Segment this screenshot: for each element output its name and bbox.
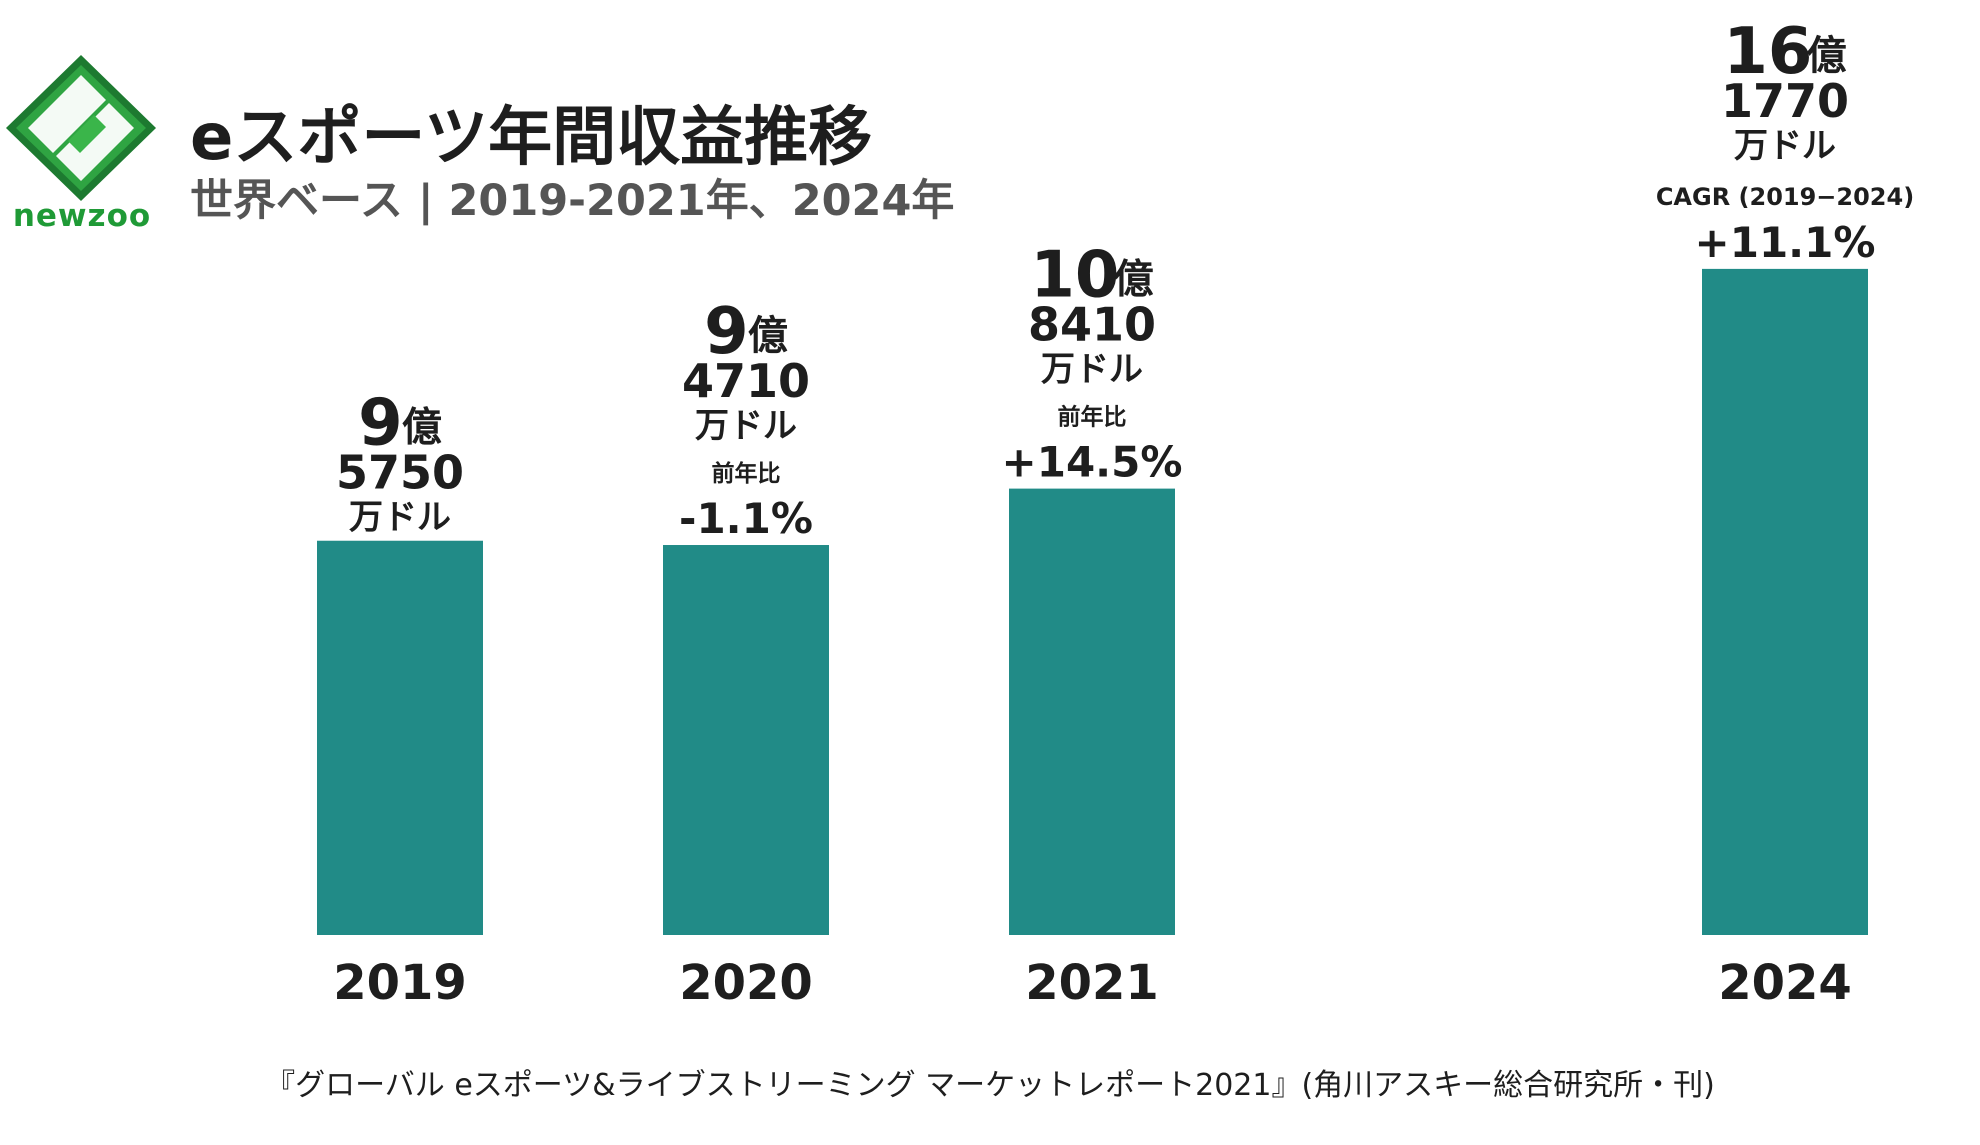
value-man-2024: 1770 (1721, 74, 1849, 128)
bar-2021 (1009, 488, 1175, 935)
value-main-2020: 9 (704, 295, 749, 369)
value-oku-2020: 億 (748, 313, 788, 359)
chart-title: eスポーツ年間収益推移 (190, 101, 873, 175)
newzoo-logo-icon (6, 55, 156, 201)
value-man-2021: 8410 (1028, 298, 1156, 352)
logo-wordmark: newzoo (12, 198, 152, 234)
change-value-2020: -1.1% (679, 494, 813, 543)
value-main-2024: 16 (1723, 15, 1812, 89)
x-tick-label-2020: 2020 (679, 955, 813, 1011)
value-man-2019: 5750 (336, 446, 464, 500)
bar-2024 (1702, 268, 1868, 935)
value-oku-2024: 億 (1807, 33, 1847, 79)
x-tick-label-2019: 2019 (333, 955, 467, 1011)
x-tick-label-2024: 2024 (1718, 955, 1852, 1011)
value-oku-2021: 億 (1114, 257, 1154, 303)
value-main-2021: 10 (1030, 239, 1119, 313)
x-tick-label-2021: 2021 (1025, 955, 1159, 1011)
bar-2019 (317, 540, 483, 935)
change-value-2024: +11.1% (1695, 218, 1876, 267)
change-label-2020: 前年比 (712, 460, 781, 487)
change-value-2021: +14.5% (1002, 438, 1183, 487)
source-note: 『グローバル eスポーツ&ライブストリーミング マーケットレポート2021』(角… (265, 1068, 1715, 1103)
chart-subtitle: 世界ベース | 2019-2021年、2024年 (190, 176, 955, 226)
value-unit-2020: 万ドル (695, 406, 797, 446)
value-unit-2021: 万ドル (1041, 350, 1143, 390)
value-oku-2019: 億 (402, 405, 442, 451)
change-label-2021: 前年比 (1058, 404, 1127, 431)
value-man-2020: 4710 (682, 354, 810, 408)
change-label-2024: CAGR (2019−2024) (1656, 183, 1914, 211)
value-main-2019: 9 (358, 387, 403, 461)
bar-2020 (663, 545, 829, 935)
value-unit-2024: 万ドル (1734, 126, 1836, 166)
value-unit-2019: 万ドル (349, 498, 451, 538)
